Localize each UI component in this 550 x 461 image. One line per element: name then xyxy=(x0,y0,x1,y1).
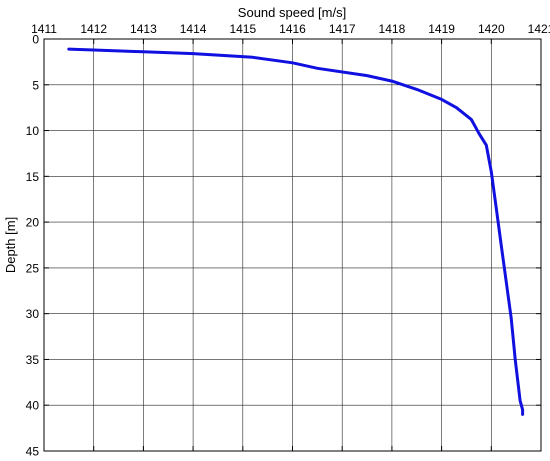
x-tick-label: 1411 xyxy=(31,22,57,36)
x-tick-label: 1414 xyxy=(180,22,207,36)
x-tick-label: 1412 xyxy=(80,22,107,36)
label-layer: 1411 1412 1413 1414 1415 1416 1417 1418 1419 1420… xyxy=(26,22,550,459)
y-tick-label: 35 xyxy=(26,353,40,367)
x-tick-label: 1413 xyxy=(130,22,157,36)
x-tick-label: 1420 xyxy=(478,22,505,36)
x-tick-label: 1417 xyxy=(329,22,356,36)
x-tick-label: 1419 xyxy=(428,22,455,36)
y-tick-label: 20 xyxy=(26,216,40,230)
x-tick-label: 1415 xyxy=(229,22,256,36)
grid-layer xyxy=(44,39,541,451)
x-tick-label: 1421 xyxy=(528,22,550,36)
sound-speed-profile-line xyxy=(67,47,525,416)
x-tick-label: 1416 xyxy=(279,22,306,36)
y-tick-label: 5 xyxy=(32,78,39,92)
x-tick-label: 1418 xyxy=(379,22,406,36)
series-layer xyxy=(67,47,525,416)
y-tick-label: 25 xyxy=(26,261,40,275)
y-tick-label: 30 xyxy=(26,307,40,321)
y-axis-title: Depth [m] xyxy=(3,217,18,273)
y-tick-label: 40 xyxy=(26,399,40,413)
y-tick-label: 0 xyxy=(32,33,39,47)
y-tick-label: 45 xyxy=(26,445,40,459)
x-axis-title: Sound speed [m/s] xyxy=(238,5,346,20)
tick-layer xyxy=(43,38,542,452)
y-tick-label: 10 xyxy=(26,124,40,138)
y-tick-label: 15 xyxy=(26,170,40,184)
